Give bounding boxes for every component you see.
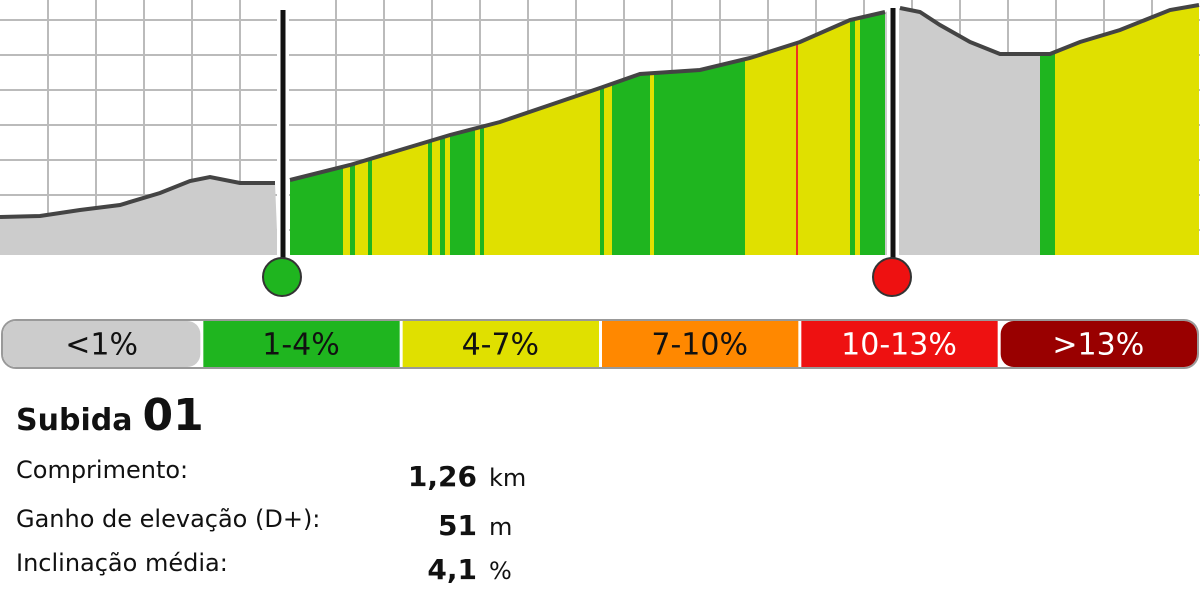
gradient-stripe	[650, 12, 654, 255]
legend-swatch	[402, 321, 599, 367]
climb-label-text: Subida	[16, 403, 132, 438]
gradient-stripe	[343, 12, 350, 255]
climb-label: Subida 01	[16, 390, 204, 441]
gradient-stripe	[372, 12, 428, 255]
legend-label: 7-10%	[651, 328, 748, 363]
climb-gradient-area	[290, 12, 885, 255]
gradient-legend: <1% 1-4% 4-7% 7-10% 10-13% >13%	[1, 319, 1199, 369]
gradient-stripe	[850, 12, 855, 255]
spacer	[0, 255, 1200, 315]
gradient-stripe	[475, 12, 480, 255]
gradient-stripe	[368, 12, 372, 255]
stat-value: 51	[438, 509, 477, 542]
gradient-stripe	[445, 12, 450, 255]
profile-line	[899, 3, 1200, 56]
stat-unit: %	[489, 557, 512, 585]
stat-unit: km	[489, 464, 526, 492]
legend-label: 1-4%	[262, 328, 340, 363]
gradient-stripe	[604, 12, 612, 255]
stat-value: 1,26	[408, 460, 477, 493]
gradient-stripe	[432, 12, 440, 255]
gradient-stripe	[612, 12, 650, 255]
gradient-stripe	[855, 12, 860, 255]
climb-number: 01	[142, 390, 203, 441]
profile-line	[0, 174, 275, 219]
profile-line	[289, 10, 886, 182]
gradient-stripe	[796, 12, 798, 255]
gradient-stripe	[350, 12, 355, 255]
stat-label: Comprimento:	[16, 456, 188, 484]
gradient-stripe	[860, 12, 885, 255]
gradient-stripe	[484, 12, 600, 255]
gradient-stripe	[600, 12, 604, 255]
legend-swatch	[203, 321, 400, 367]
gradient-stripe	[355, 12, 368, 255]
legend-label: <1%	[65, 328, 138, 363]
legend-swatch	[602, 321, 799, 367]
gradient-stripe	[798, 12, 850, 255]
legend-label: 10-13%	[841, 328, 957, 363]
after-gradient-area	[1040, 5, 1199, 255]
legend-label: 4-7%	[462, 328, 540, 363]
gradient-stripe	[480, 12, 484, 255]
stat-label: Inclinação média:	[16, 549, 228, 577]
stat-label: Ganho de elevação (D+):	[16, 505, 320, 533]
legend-swatch	[801, 321, 998, 367]
profile-before	[0, 177, 278, 255]
legend-swatch	[1000, 321, 1197, 367]
start-marker	[262, 10, 302, 297]
end-marker	[872, 8, 912, 297]
gradient-stripe	[745, 12, 796, 255]
stats: Comprimento: 1,26 km Ganho de elevação (D+)…	[16, 456, 526, 586]
gradient-stripe	[440, 12, 445, 255]
gradient-stripe	[654, 12, 745, 255]
legend-label: >13%	[1052, 328, 1144, 363]
stat-unit: m	[489, 513, 512, 541]
stat-value: 4,1	[427, 553, 477, 586]
legend-swatch	[3, 321, 201, 367]
